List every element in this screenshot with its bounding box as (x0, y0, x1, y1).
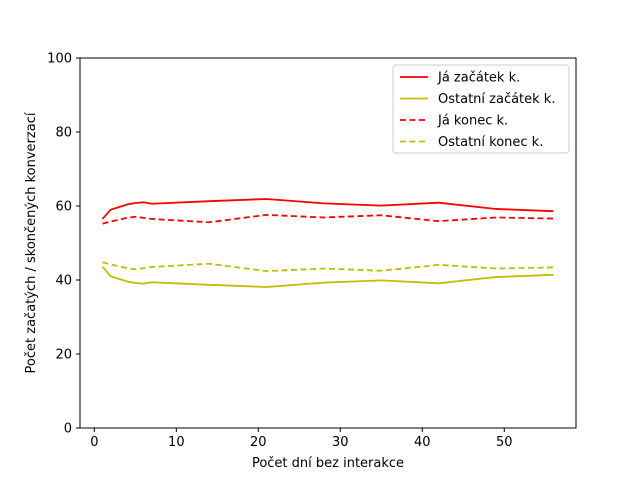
legend-label-1: Já začátek k. (437, 71, 520, 86)
legend-label-2: Ostatní začátek k. (438, 92, 555, 107)
plot-frame (79, 57, 577, 429)
y-tick-label: 40 (55, 274, 72, 289)
y-tick-label: 80 (55, 126, 72, 141)
x-tick-label: 10 (168, 435, 185, 450)
series-line-1 (101, 198, 554, 220)
x-tick-label: 20 (250, 435, 267, 450)
y-tick-label: 100 (47, 52, 72, 67)
series-line-2 (101, 266, 554, 288)
x-tick-label: 40 (414, 435, 431, 450)
y-tick-label: 60 (55, 200, 72, 215)
legend-label-3: Já konec k. (437, 114, 508, 129)
legend-label-4: Ostatní konec k. (438, 135, 543, 150)
ticks-layer: 0 10 20 30 40 50 0 20 40 60 80 100 (47, 52, 512, 451)
x-tick-label: 0 (90, 435, 98, 450)
y-tick-label: 20 (55, 348, 72, 363)
legend-box (392, 64, 570, 154)
x-tick-label: 50 (496, 435, 513, 450)
legend: Já začátek k. Ostatní začátek k. Já konec … (392, 64, 570, 154)
series-layer (101, 198, 554, 288)
y-tick-label: 0 (64, 422, 72, 437)
series-line-4 (102, 261, 554, 273)
y-axis-label: Počet začatých / skončených konverzací (24, 112, 39, 373)
x-tick-label: 30 (332, 435, 349, 450)
x-axis-label: Počet dní bez interakce (252, 456, 404, 471)
series-line-3 (102, 213, 554, 225)
